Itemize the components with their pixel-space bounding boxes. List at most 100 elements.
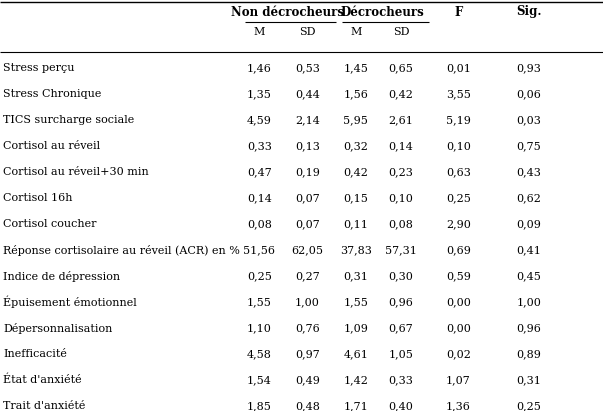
Text: 0,08: 0,08 <box>388 219 414 229</box>
Text: 0,42: 0,42 <box>343 167 368 177</box>
Text: 0,31: 0,31 <box>343 271 368 281</box>
Text: 2,14: 2,14 <box>295 115 320 125</box>
Text: Stress perçu: Stress perçu <box>3 63 75 73</box>
Text: M: M <box>254 27 265 37</box>
Text: 0,03: 0,03 <box>516 115 541 125</box>
Text: 1,35: 1,35 <box>247 89 272 99</box>
Text: 0,13: 0,13 <box>295 141 320 151</box>
Text: SD: SD <box>393 27 409 37</box>
Text: 1,71: 1,71 <box>343 401 368 411</box>
Text: 0,44: 0,44 <box>295 89 320 99</box>
Text: 0,14: 0,14 <box>388 141 414 151</box>
Text: 1,56: 1,56 <box>343 89 368 99</box>
Text: 62,05: 62,05 <box>291 245 324 255</box>
Text: 1,54: 1,54 <box>247 375 272 385</box>
Text: 4,59: 4,59 <box>247 115 272 125</box>
Text: 0,49: 0,49 <box>295 375 320 385</box>
Text: 0,27: 0,27 <box>295 271 320 281</box>
Text: 0,25: 0,25 <box>446 193 471 203</box>
Text: 57,31: 57,31 <box>385 245 417 255</box>
Text: Indice de dépression: Indice de dépression <box>3 270 120 282</box>
Text: 0,25: 0,25 <box>247 271 272 281</box>
Text: F: F <box>454 5 463 18</box>
Text: Stress Chronique: Stress Chronique <box>3 89 101 99</box>
Text: 0,19: 0,19 <box>295 167 320 177</box>
Text: 4,58: 4,58 <box>247 349 272 359</box>
Text: 0,33: 0,33 <box>388 375 414 385</box>
Text: 1,05: 1,05 <box>388 349 414 359</box>
Text: 0,41: 0,41 <box>516 245 541 255</box>
Text: 4,61: 4,61 <box>343 349 368 359</box>
Text: Décrocheurs: Décrocheurs <box>341 5 425 18</box>
Text: 1,07: 1,07 <box>446 375 471 385</box>
Text: 1,55: 1,55 <box>247 297 272 307</box>
Text: 2,61: 2,61 <box>388 115 414 125</box>
Text: Non décrocheurs: Non décrocheurs <box>231 5 344 18</box>
Text: 0,48: 0,48 <box>295 401 320 411</box>
Text: 0,93: 0,93 <box>516 63 541 73</box>
Text: 37,83: 37,83 <box>340 245 371 255</box>
Text: 0,47: 0,47 <box>247 167 272 177</box>
Text: 0,67: 0,67 <box>388 323 414 333</box>
Text: 0,02: 0,02 <box>446 349 471 359</box>
Text: 0,30: 0,30 <box>388 271 414 281</box>
Text: 0,69: 0,69 <box>446 245 471 255</box>
Text: 0,07: 0,07 <box>295 193 320 203</box>
Text: Épuisement émotionnel: Épuisement émotionnel <box>3 296 137 308</box>
Text: 0,32: 0,32 <box>343 141 368 151</box>
Text: 1,00: 1,00 <box>516 297 541 307</box>
Text: 1,85: 1,85 <box>247 401 272 411</box>
Text: 0,00: 0,00 <box>446 297 471 307</box>
Text: 0,97: 0,97 <box>295 349 320 359</box>
Text: 0,15: 0,15 <box>343 193 368 203</box>
Text: Sig.: Sig. <box>516 5 541 18</box>
Text: 0,00: 0,00 <box>446 323 471 333</box>
Text: Cortisol au réveil+30 min: Cortisol au réveil+30 min <box>3 167 149 177</box>
Text: Dépersonnalisation: Dépersonnalisation <box>3 323 112 333</box>
Text: 0,96: 0,96 <box>388 297 414 307</box>
Text: 0,40: 0,40 <box>388 401 414 411</box>
Text: 0,09: 0,09 <box>516 219 541 229</box>
Text: 1,10: 1,10 <box>247 323 272 333</box>
Text: 2,90: 2,90 <box>446 219 471 229</box>
Text: Cortisol au réveil: Cortisol au réveil <box>3 141 100 151</box>
Text: 0,75: 0,75 <box>516 141 541 151</box>
Text: 0,10: 0,10 <box>388 193 414 203</box>
Text: Cortisol 16h: Cortisol 16h <box>3 193 72 203</box>
Text: 1,55: 1,55 <box>343 297 368 307</box>
Text: 0,42: 0,42 <box>388 89 414 99</box>
Text: État d'anxiété: État d'anxiété <box>3 375 81 385</box>
Text: 0,01: 0,01 <box>446 63 471 73</box>
Text: 0,45: 0,45 <box>516 271 541 281</box>
Text: Trait d'anxiété: Trait d'anxiété <box>3 401 86 411</box>
Text: Inefficacité: Inefficacité <box>3 349 67 359</box>
Text: 1,00: 1,00 <box>295 297 320 307</box>
Text: 0,43: 0,43 <box>516 167 541 177</box>
Text: 0,31: 0,31 <box>516 375 541 385</box>
Text: 0,63: 0,63 <box>446 167 471 177</box>
Text: 0,62: 0,62 <box>516 193 541 203</box>
Text: 0,23: 0,23 <box>388 167 414 177</box>
Text: 1,45: 1,45 <box>343 63 368 73</box>
Text: 0,06: 0,06 <box>516 89 541 99</box>
Text: 0,89: 0,89 <box>516 349 541 359</box>
Text: 0,07: 0,07 <box>295 219 320 229</box>
Text: M: M <box>350 27 361 37</box>
Text: 3,55: 3,55 <box>446 89 471 99</box>
Text: 0,76: 0,76 <box>295 323 320 333</box>
Text: TICS surcharge sociale: TICS surcharge sociale <box>3 115 134 125</box>
Text: 0,53: 0,53 <box>295 63 320 73</box>
Text: 0,10: 0,10 <box>446 141 471 151</box>
Text: 1,09: 1,09 <box>343 323 368 333</box>
Text: 1,46: 1,46 <box>247 63 272 73</box>
Text: 5,95: 5,95 <box>343 115 368 125</box>
Text: SD: SD <box>299 27 316 37</box>
Text: 5,19: 5,19 <box>446 115 471 125</box>
Text: 0,11: 0,11 <box>343 219 368 229</box>
Text: 51,56: 51,56 <box>243 245 276 255</box>
Text: Cortisol coucher: Cortisol coucher <box>3 219 96 229</box>
Text: 0,65: 0,65 <box>388 63 414 73</box>
Text: 1,42: 1,42 <box>343 375 368 385</box>
Text: 0,33: 0,33 <box>247 141 272 151</box>
Text: 0,96: 0,96 <box>516 323 541 333</box>
